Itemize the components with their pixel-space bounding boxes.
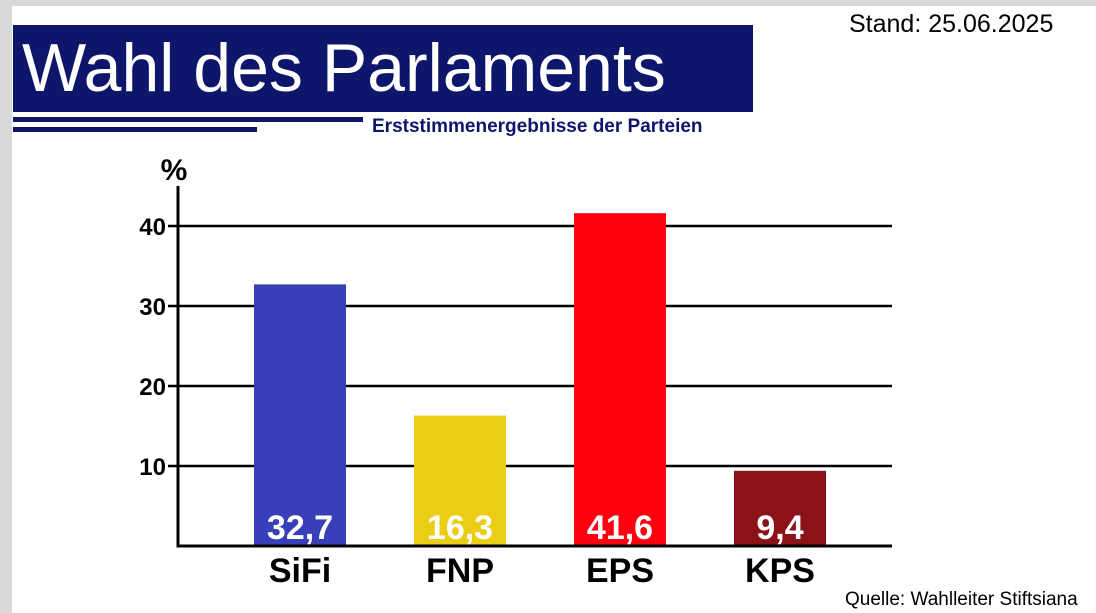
title-underline-short: [13, 127, 257, 132]
bar-fnp: [414, 415, 506, 546]
y-tick-label-40: 40: [139, 214, 166, 241]
y-tick-label-30: 30: [139, 294, 166, 321]
bar-kps: [734, 470, 826, 546]
title-banner: [13, 25, 753, 112]
y-tick-label-20: 20: [139, 374, 166, 401]
date-stamp: Stand: 25.06.2025: [849, 10, 1054, 38]
data-label-eps: 41,6: [587, 509, 653, 547]
page-subtitle: Erststimmenergebnisse der Parteien: [372, 116, 703, 137]
data-label-sifi: 32,7: [267, 509, 333, 547]
axes: [176, 186, 892, 548]
bar-eps: [574, 213, 666, 546]
y-tick-label-10: 10: [139, 454, 166, 481]
data-label-kps: 9,4: [756, 509, 803, 547]
page-title: Wahl des Parlaments: [22, 30, 666, 106]
x-tick-label-sifi: SiFi: [269, 552, 331, 590]
source-note: Quelle: Wahlleiter Stiftsiana: [845, 589, 1078, 610]
x-tick-label-fnp: FNP: [426, 552, 494, 590]
title-underline-long: [13, 117, 363, 122]
chart-labels: 10 20 30 40% 32,7 SiFi 16,3 FNP 41,6 EPS 9,4 KPS: [139, 154, 815, 590]
y-axis-unit-label: %: [161, 154, 188, 187]
bar-sifi: [254, 284, 346, 546]
data-label-fnp: 16,3: [427, 509, 493, 547]
x-tick-label-kps: KPS: [745, 552, 815, 590]
bars: [254, 213, 826, 546]
x-tick-label-eps: EPS: [586, 552, 654, 590]
